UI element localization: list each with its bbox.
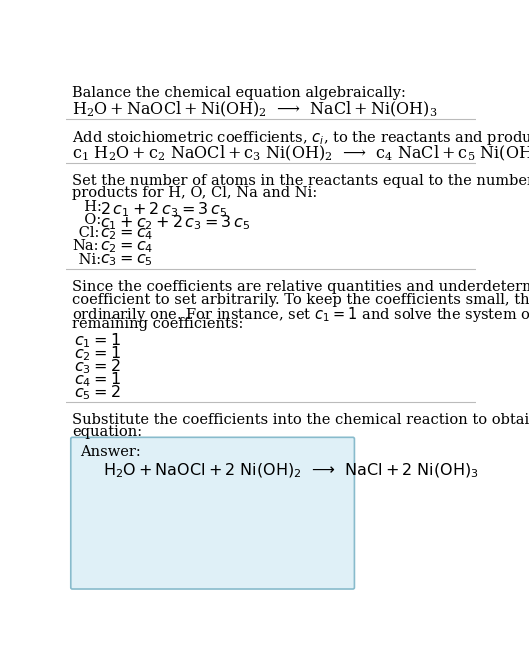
Text: $\mathregular{H_2O + NaOCl + Ni(OH)_2}$  ⟶  $\mathregular{NaCl + Ni(OH)_3}$: $\mathregular{H_2O + NaOCl + Ni(OH)_2}$ …: [72, 100, 438, 119]
Text: equation:: equation:: [72, 425, 142, 439]
Text: $c_1 + c_2 + 2\,c_3 = 3\,c_5$: $c_1 + c_2 + 2\,c_3 = 3\,c_5$: [100, 213, 251, 232]
Text: $2\,c_1 + 2\,c_3 = 3\,c_5$: $2\,c_1 + 2\,c_3 = 3\,c_5$: [100, 200, 227, 219]
Text: Add stoichiometric coefficients, $c_i$, to the reactants and products:: Add stoichiometric coefficients, $c_i$, …: [72, 129, 529, 147]
Text: $c_2 = 1$: $c_2 = 1$: [74, 344, 121, 363]
Text: remaining coefficients:: remaining coefficients:: [72, 317, 244, 331]
Text: $c_2 = c_4$: $c_2 = c_4$: [100, 226, 153, 242]
Text: Substitute the coefficients into the chemical reaction to obtain the balanced: Substitute the coefficients into the che…: [72, 413, 529, 427]
Text: $\mathregular{H_2O + NaOCl + 2\ Ni(OH)_2}$  ⟶  $\mathregular{NaCl + 2\ Ni(OH)_3}: $\mathregular{H_2O + NaOCl + 2\ Ni(OH)_2…: [103, 462, 479, 480]
Text: products for H, O, Cl, Na and Ni:: products for H, O, Cl, Na and Ni:: [72, 186, 317, 200]
Text: Set the number of atoms in the reactants equal to the number of atoms in the: Set the number of atoms in the reactants…: [72, 174, 529, 188]
Text: $c_3 = 2$: $c_3 = 2$: [74, 358, 121, 376]
Text: $c_2 = c_4$: $c_2 = c_4$: [100, 239, 153, 255]
Text: Na:: Na:: [72, 239, 99, 253]
Text: Balance the chemical equation algebraically:: Balance the chemical equation algebraica…: [72, 86, 406, 100]
Text: ordinarily one. For instance, set $c_1 = 1$ and solve the system of equations fo: ordinarily one. For instance, set $c_1 =…: [72, 305, 529, 324]
Text: $c_1 = 1$: $c_1 = 1$: [74, 331, 121, 350]
Text: Ni:: Ni:: [74, 253, 101, 267]
Text: $\mathregular{c_1\ H_2O + c_2\ NaOCl + c_3\ Ni(OH)_2}$  ⟶  $\mathregular{c_4\ Na: $\mathregular{c_1\ H_2O + c_2\ NaOCl + c…: [72, 143, 529, 163]
Text: Answer:: Answer:: [80, 445, 141, 459]
Text: H:: H:: [76, 200, 102, 214]
Text: O:: O:: [76, 213, 102, 227]
Text: Cl:: Cl:: [74, 226, 99, 240]
Text: $c_4 = 1$: $c_4 = 1$: [74, 370, 121, 389]
Text: coefficient to set arbitrarily. To keep the coefficients small, the arbitrary va: coefficient to set arbitrarily. To keep …: [72, 293, 529, 307]
Text: $c_5 = 2$: $c_5 = 2$: [74, 384, 121, 402]
Text: Since the coefficients are relative quantities and underdetermined, choose a: Since the coefficients are relative quan…: [72, 280, 529, 294]
FancyBboxPatch shape: [71, 438, 354, 589]
Text: $c_3 = c_5$: $c_3 = c_5$: [100, 253, 153, 268]
